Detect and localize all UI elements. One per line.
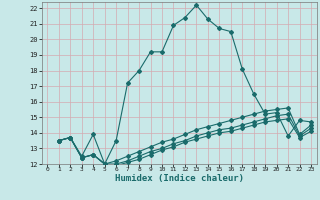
X-axis label: Humidex (Indice chaleur): Humidex (Indice chaleur) xyxy=(115,174,244,183)
